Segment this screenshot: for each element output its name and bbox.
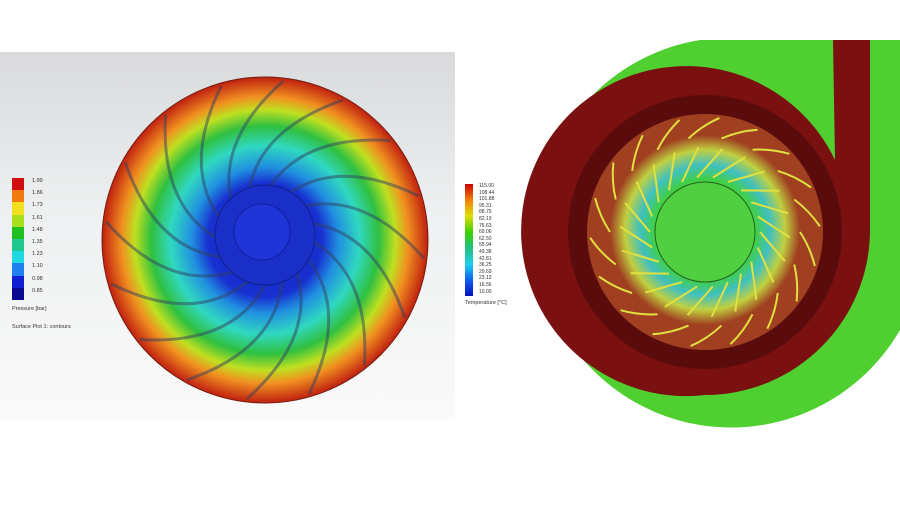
legend-value: 49.38 — [479, 249, 492, 255]
diffuser-vane — [594, 197, 611, 233]
impeller-blade — [263, 138, 391, 196]
legend-swatch — [12, 190, 24, 203]
rotor-blade — [635, 181, 654, 217]
rotor-blade — [727, 170, 765, 183]
legend-value: 1.86 — [32, 190, 43, 197]
diffuser-vane — [620, 309, 658, 316]
pressure-caption: Surface Plot 1: contours — [12, 323, 71, 330]
diffuser-vane — [611, 162, 617, 200]
diffuser-vane — [752, 148, 790, 155]
rotor-blade — [686, 285, 714, 316]
rotor-blade — [734, 273, 743, 312]
rotor-blade — [645, 281, 683, 294]
legend-value: 69.06 — [479, 229, 492, 236]
diffuser-vane — [631, 134, 644, 172]
impeller-blade — [110, 280, 249, 306]
legend-value: 1.10 — [32, 263, 43, 270]
impeller-blade — [281, 174, 420, 200]
diffuser-vane — [793, 198, 821, 227]
rotor-blade — [621, 249, 660, 263]
temperature-legend: 115.00 108.44 101.88 95.31 88.75 82.19 75.63 69… — [465, 184, 525, 307]
rotor-blade — [696, 148, 724, 179]
rotor-blade — [664, 285, 698, 308]
diffuser-vane — [721, 128, 758, 140]
legend-value: 88.75 — [479, 209, 492, 216]
impeller-blade — [306, 221, 407, 319]
impeller-blade — [245, 271, 303, 401]
impeller-blade — [309, 238, 367, 366]
legend-value: 1.35 — [32, 239, 43, 245]
rotor-blade — [759, 231, 786, 262]
rotor-blade — [757, 215, 791, 239]
rotor-blade — [712, 156, 746, 179]
diffuser-vane — [690, 324, 723, 348]
legend-value: 0.98 — [32, 275, 43, 282]
legend-value: 108.44 — [479, 189, 495, 196]
rotor-blade — [756, 247, 775, 283]
rotor-blade — [624, 202, 651, 233]
diffuser-vane — [652, 324, 689, 336]
legend-value: 16.56 — [479, 282, 492, 288]
legend-value: 101.88 — [479, 196, 495, 203]
legend-value: 1.61 — [32, 214, 43, 221]
rotor-blade — [710, 281, 729, 318]
impeller-blade — [139, 284, 267, 342]
legend-swatch — [12, 251, 24, 264]
legend-value: 0.85 — [32, 287, 43, 294]
legend-value: 29.69 — [479, 268, 492, 275]
temperature-legend-title: Temperature [°C] — [465, 300, 507, 306]
legend-value: 42.81 — [479, 255, 492, 262]
legend-swatch — [12, 226, 24, 239]
diffuser-vane — [766, 292, 779, 330]
diffuser-vane — [589, 237, 617, 266]
legend-swatch — [12, 275, 24, 288]
rotor-blade — [681, 146, 700, 183]
legend-swatch — [12, 214, 24, 227]
rotor-blade — [667, 152, 676, 191]
impeller-blade — [305, 256, 331, 395]
diffuser-vane — [777, 169, 812, 189]
legend-value: 95.31 — [479, 202, 492, 209]
legend-value: 55.94 — [479, 242, 492, 249]
impeller-blade — [227, 79, 285, 209]
rotor-blade — [619, 225, 653, 249]
diffuser-vane — [729, 313, 754, 345]
diffuser-vane — [598, 275, 633, 295]
legend-value: 62.50 — [479, 235, 492, 242]
diffuser-vane — [793, 264, 799, 302]
impeller-blade — [163, 114, 221, 242]
temperature-colorbar — [465, 184, 473, 296]
legend-value: 10.00 — [479, 288, 492, 295]
legend-value: 36.25 — [479, 262, 492, 269]
impeller-blade — [246, 98, 344, 199]
impeller-blade — [186, 281, 284, 382]
legend-value: 115.00 — [479, 183, 494, 189]
legend-value: 1.73 — [32, 202, 43, 209]
legend-swatch — [12, 178, 24, 191]
rotor-blade — [750, 261, 758, 300]
diffuser-vane — [687, 116, 720, 140]
rotor-blade — [750, 201, 789, 215]
legend-swatch — [12, 287, 24, 300]
pressure-legend-title: Pressure [bar] — [12, 306, 47, 312]
diffuser-vane — [656, 119, 681, 151]
impeller-blade — [123, 161, 224, 259]
diffuser-vane — [799, 231, 816, 267]
legend-swatch — [12, 202, 24, 215]
legend-value: 1.48 — [32, 226, 43, 233]
legend-swatch — [12, 239, 24, 252]
legend-value: 82.19 — [479, 216, 492, 222]
rotor-blade — [652, 164, 660, 203]
legend-value: 1.99 — [32, 178, 43, 184]
legend-value: 75.63 — [479, 222, 492, 229]
impeller-blade — [199, 85, 225, 224]
legend-value: 1.23 — [32, 251, 43, 258]
impeller-blade — [296, 202, 426, 260]
legend-value: 23.13 — [479, 275, 492, 282]
impeller-blade — [104, 220, 234, 278]
pressure-legend: 1.99 1.86 1.73 1.61 1.48 1.35 1.23 1.10 0.98 0.85… — [12, 178, 72, 330]
legend-swatch — [12, 263, 24, 276]
